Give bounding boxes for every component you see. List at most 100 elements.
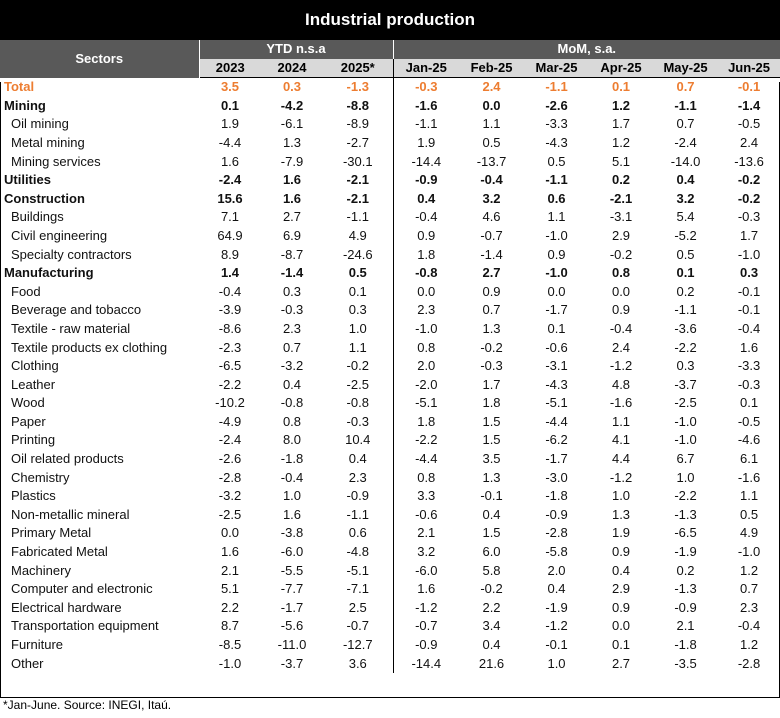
mom-value-cell: 2.3 [740, 599, 759, 615]
mom-value-cell: -2.2 [392, 431, 460, 451]
mom-value-cell: 0.4 [611, 562, 631, 578]
mom-value-cell: 1.1 [740, 488, 759, 504]
mom-value-cell: -0.1 [737, 302, 761, 318]
table-row: Oil related products -2.6 -1.8 0.4 -4.4 3.5 -1… [0, 450, 780, 469]
mom-value-cell: -5.2 [674, 227, 697, 243]
ytd-value-cell: -0.3 [280, 302, 304, 318]
ytd-value-cell: 7.1 [220, 209, 240, 225]
table-row: Plastics -3.2 1.0 -0.9 3.3 -0.1 -1.8 1.0 -2.2 1.1 [0, 487, 780, 506]
table-row: Furniture -8.5 -11.0 -12.7 -0.9 0.4 -0.1 0.1 -1.… [0, 636, 780, 655]
mom-value-cell: 0.5 [482, 134, 501, 150]
mom-value-cell: -4.3 [545, 134, 568, 150]
table-row: Specialty contractors 8.9 -8.7 -24.6 1.8 -1.4… [0, 245, 780, 265]
sector-name: Machinery [11, 562, 71, 578]
mom-value-cell: -14.4 [392, 654, 460, 674]
mom-value-cell: -1.2 [609, 469, 633, 485]
ytd-value-cell: 1.0 [348, 320, 367, 336]
mom-value-cell: -0.9 [545, 506, 568, 522]
mom-value-cell: 6.0 [482, 544, 501, 560]
mom-value-cell: -1.1 [545, 172, 568, 188]
sector-name: Civil engineering [11, 227, 108, 243]
mom-value-cell: 1.9 [392, 133, 460, 153]
sector-name: Printing [11, 432, 56, 448]
month-header: Feb-25 [459, 58, 525, 79]
mom-value-cell: 0.7 [482, 302, 501, 318]
mom-value-cell: -2.5 [674, 395, 697, 411]
mom-value-cell: -5.8 [545, 544, 568, 560]
mom-value-cell: 0.2 [676, 283, 695, 299]
ytd-value-cell: -8.7 [280, 246, 304, 262]
table-row: Oil mining 1.9 -6.1 -8.9 -1.1 1.1 -3.3 1.7 0.7 -0… [0, 115, 780, 134]
table-row: Mining 0.1 -4.2 -8.8 -1.6 0.0 -2.6 1.2 -1.1 -1.4 [0, 96, 780, 116]
ytd-value-cell: -4.4 [218, 134, 242, 150]
mom-value-cell: -1.9 [545, 599, 568, 615]
ytd-value-cell: 1.6 [220, 153, 240, 169]
mom-value-cell: -0.5 [737, 413, 761, 429]
sector-name: Other [11, 655, 44, 671]
mom-value-cell: -5.1 [392, 394, 460, 413]
ytd-value-cell: -2.7 [346, 134, 369, 150]
mom-value-cell: 2.7 [482, 265, 501, 281]
mom-value-cell: 0.0 [547, 283, 566, 299]
month-header: Jan-25 [392, 58, 460, 79]
mom-value-cell: 1.5 [482, 413, 501, 429]
sector-name: Computer and electronic [11, 581, 153, 597]
table-title: Industrial production [0, 0, 780, 40]
mom-value-cell: 1.8 [392, 412, 460, 432]
ytd-value-cell: 6.9 [282, 227, 302, 243]
table-row: Total 3.5 0.3 -1.3 -0.3 2.4 -1.1 0.1 0.7 -0.1 [0, 77, 780, 97]
mom-value-cell: 2.9 [611, 581, 631, 597]
mom-value-cell: 0.7 [740, 581, 759, 597]
mom-value-cell: -1.1 [545, 79, 568, 95]
sector-name: Plastics [11, 488, 56, 504]
sector-name: Metal mining [11, 134, 85, 150]
mom-value-cell: 1.7 [740, 227, 759, 243]
table-row: Food -0.4 0.3 0.1 0.0 0.9 0.0 0.0 0.2 -0.1 [0, 282, 780, 302]
ytd-value-cell: -30.1 [342, 153, 373, 169]
ytd-value-cell: -1.8 [280, 451, 304, 467]
mom-value-cell: -0.8 [392, 264, 460, 283]
mom-value-cell: 4.9 [740, 525, 759, 541]
mom-value-cell: 0.9 [611, 302, 631, 318]
mom-value-cell: -0.2 [609, 246, 633, 262]
ytd-value-cell: -3.7 [280, 655, 304, 671]
mom-value-cell: -1.6 [609, 395, 633, 411]
ytd-value-cell: -8.8 [346, 97, 369, 113]
mom-value-cell: 0.8 [392, 338, 460, 358]
mom-value-cell: -0.9 [392, 636, 460, 655]
mom-value-cell: -0.4 [480, 172, 503, 188]
mom-value-cell: 0.4 [482, 637, 501, 652]
mom-value-cell: 1.9 [611, 525, 631, 541]
mom-value-cell: 0.9 [482, 283, 501, 299]
ytd-value-cell: -0.8 [346, 395, 369, 411]
mom-value-cell: 0.2 [611, 172, 631, 188]
mom-value-cell: -1.0 [737, 544, 761, 560]
ytd-value-cell: 0.3 [348, 302, 367, 318]
mom-value-cell: 5.1 [611, 153, 631, 169]
ytd-value-cell: 4.9 [348, 227, 367, 243]
ytd-group-header: YTD n.s.a [199, 40, 394, 59]
mom-value-cell: -2.2 [674, 339, 697, 355]
mom-value-cell: -1.3 [674, 581, 697, 597]
footnote: *Jan-June. Source: INEGI, Itaú. [3, 698, 172, 712]
mom-value-cell: -0.1 [545, 637, 568, 652]
mom-value-cell: 2.4 [740, 134, 759, 150]
mom-value-cell: 0.2 [676, 562, 695, 578]
ytd-value-cell: -0.9 [346, 488, 369, 504]
mom-value-cell: -4.4 [545, 413, 568, 429]
ytd-value-cell: 15.6 [217, 190, 243, 206]
mom-value-cell: -1.2 [392, 598, 460, 618]
ytd-value-cell: -2.4 [218, 172, 242, 188]
ytd-value-cell: 0.6 [348, 525, 367, 541]
year-header: 2023 [199, 58, 261, 79]
mom-value-cell: -0.4 [392, 208, 460, 227]
mom-value-cell: -0.3 [737, 376, 761, 392]
ytd-value-cell: -2.8 [218, 469, 242, 485]
mom-value-cell: 0.3 [740, 265, 759, 281]
mom-value-cell: 2.2 [482, 599, 501, 615]
table-row: Transportation equipment 8.7 -5.6 -0.7 -0.7 3… [0, 617, 780, 636]
table-row: Beverage and tobacco -3.9 -0.3 0.3 2.3 0.7 -1.… [0, 301, 780, 320]
sector-name: Paper [11, 413, 46, 429]
mom-value-cell: 0.4 [482, 506, 501, 522]
ytd-value-cell: 2.5 [348, 599, 367, 615]
